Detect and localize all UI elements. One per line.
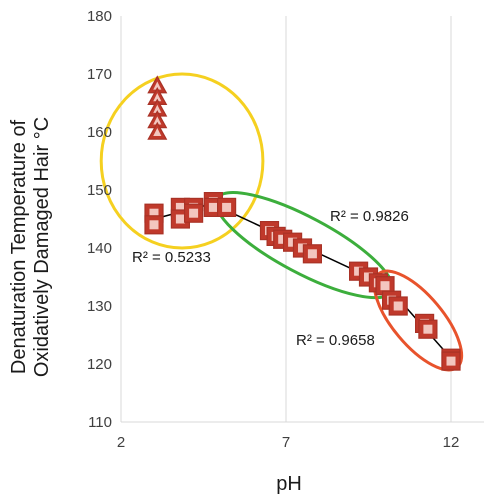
square-point-inner-23 [423,324,433,334]
square-point-inner-9 [222,202,232,212]
triangle-point-inner-2 [153,93,162,102]
y-tick-label-140: 140 [87,240,112,257]
y-tick-label-180: 180 [87,8,112,25]
square-point-inner-12 [278,234,288,244]
x-axis-label: pH [276,473,302,495]
y-tick-label-150: 150 [87,182,112,199]
data-points [144,75,461,371]
triangle-point-inner-3 [153,104,162,113]
square-point-inner-16 [354,266,364,276]
square-point-inner-6 [189,208,199,218]
square-point-inner-19 [380,281,390,291]
square-point-inner-13 [288,237,298,247]
square-point-inner-8 [208,202,218,212]
y-tick-label-170: 170 [87,66,112,83]
r2-labels: R² = 0.5233 R² = 0.9826 R² = 0.9658 [132,208,409,349]
r2-label-3: R² = 0.9658 [296,332,375,349]
r2-label-2: R² = 0.9826 [330,208,409,225]
y-tick-label-130: 130 [87,298,112,315]
square-point-inner-4 [175,214,185,224]
x-tick-label-12: 12 [443,434,460,451]
y-axis-label-line-1: Denaturation Temperature of [8,119,30,374]
highlight-ellipse-1 [99,72,265,250]
square-point-inner-25 [446,356,456,366]
square-point-inner-2 [149,220,159,230]
square-point-inner-21 [393,301,403,311]
x-tick-label-2: 2 [117,434,125,451]
triangle-point-inner-4 [153,116,162,125]
triangle-point-inner-5 [153,127,162,137]
tick-labels: 110 120 130 140 150 160 170 180 2 7 12 [87,8,459,451]
y-tick-label-160: 160 [87,124,112,141]
y-tick-label-120: 120 [87,356,112,373]
square-point-inner-17 [364,272,373,282]
y-axis-label-line-2: Oxidatively Damaged Hair °C [31,117,53,377]
x-tick-label-7: 7 [282,434,290,451]
square-point-inner-15 [307,249,317,259]
square-point-inner-3 [175,202,185,212]
y-tick-label-110: 110 [88,414,112,431]
triangle-point-inner-1 [153,81,162,90]
r2-label-1: R² = 0.5233 [132,249,211,266]
square-point-inner-14 [298,243,307,253]
square-point-inner-1 [149,208,159,218]
